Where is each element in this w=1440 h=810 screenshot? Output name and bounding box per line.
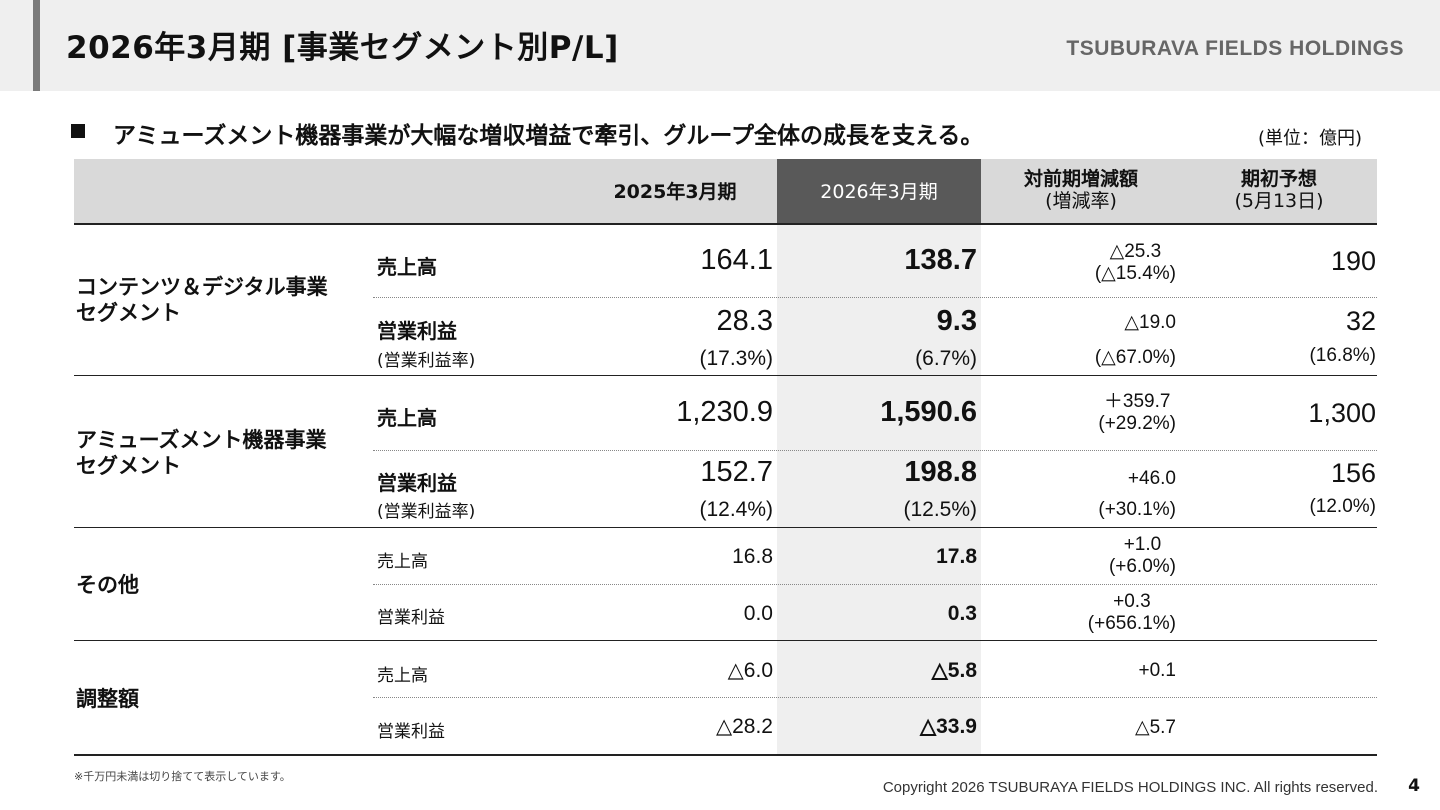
table-rule-dotted	[373, 697, 1377, 698]
cell-prev: 16.8	[732, 545, 773, 568]
table-rule-dotted	[373, 450, 1377, 451]
table-rule-bottom	[74, 754, 1377, 756]
segment-name-contents: コンテンツ＆デジタル事業 セグメント	[76, 274, 328, 326]
table-rule-dotted	[373, 584, 1377, 585]
col-header-prev: 2025年3月期	[613, 181, 737, 203]
table-rule-dotted	[373, 297, 1377, 298]
row-label-sales: 売上高	[377, 255, 437, 279]
cell-prev: 1,230.9	[676, 396, 773, 428]
col-header-diff-title: 対前期増減額	[1023, 168, 1138, 190]
cell-current: 9.3	[936, 305, 977, 337]
current-period-column-highlight	[777, 225, 981, 755]
unit-label: (単位：億円)	[1257, 128, 1362, 149]
col-header-current: 2026年3月期	[820, 181, 938, 203]
cell-diff-value: ＋359.7	[1103, 391, 1171, 412]
segment-name-other: その他	[76, 573, 139, 597]
row-label-sales: 売上高	[377, 552, 428, 572]
segment-name-amusement: アミューズメント機器事業 セグメント	[76, 427, 327, 479]
cell-diff-rate: (+6.0%)	[1108, 556, 1176, 577]
page-number: 4	[1408, 776, 1420, 796]
cell-diff: △19.0	[1124, 312, 1176, 333]
col-header-forecast-title: 期初予想	[1240, 168, 1317, 190]
table-rule-header	[74, 223, 1377, 225]
row-label-operating-profit: 営業利益	[377, 471, 457, 495]
cell-current: 138.7	[904, 244, 977, 276]
cell-prev: 28.3	[716, 305, 773, 337]
table-rule-segment	[74, 640, 1377, 641]
row-label-sales: 売上高	[377, 406, 437, 430]
slide-header: 2026年3月期 [事業セグメント別P/L] TSUBURAVA FIELDS …	[0, 0, 1440, 91]
cell-diff-value: +1.0	[1123, 534, 1162, 555]
cell-current: 198.8	[904, 456, 977, 488]
cell-current: (12.5%)	[903, 498, 977, 521]
cell-forecast: (16.8%)	[1309, 345, 1376, 366]
row-label-margin: (営業利益率)	[377, 502, 476, 522]
cell-diff: △5.7	[1134, 717, 1176, 738]
cell-current: 0.3	[947, 602, 977, 625]
brand-logo-text: TSUBURAVA FIELDS HOLDINGS	[1066, 37, 1404, 60]
cell-diff: +0.1	[1138, 660, 1176, 681]
bullet-square-icon	[71, 124, 85, 138]
cell-prev: (12.4%)	[699, 498, 773, 521]
slide-title: 2026年3月期 [事業セグメント別P/L]	[66, 30, 619, 66]
cell-current: △5.8	[931, 659, 977, 682]
cell-prev: 164.1	[700, 244, 773, 276]
cell-diff: ＋359.7 (+29.2%)	[1098, 391, 1176, 435]
cell-forecast: 156	[1330, 458, 1376, 488]
table-rule-segment	[74, 527, 1377, 528]
table-rule-segment	[74, 375, 1377, 376]
cell-prev: △28.2	[715, 715, 773, 738]
row-label-sales: 売上高	[377, 666, 428, 686]
col-header-diff: 対前期増減額 (増減率)	[981, 168, 1181, 212]
cell-diff-rate: (△15.4%)	[1094, 263, 1176, 284]
col-header-forecast: 期初予想 (5月13日)	[1181, 168, 1377, 212]
cell-diff: (+30.1%)	[1098, 499, 1176, 520]
cell-forecast: 190	[1330, 246, 1376, 276]
copyright: Copyright 2026 TSUBURAYA FIELDS HOLDINGS…	[882, 779, 1378, 796]
cell-current: △33.9	[919, 715, 977, 738]
cell-forecast: 1,300	[1308, 398, 1376, 428]
row-label-margin: (営業利益率)	[377, 351, 476, 371]
cell-diff: +1.0 (+6.0%)	[1109, 534, 1176, 578]
row-label-operating-profit: 営業利益	[377, 722, 445, 742]
segment-name-adjustments: 調整額	[76, 687, 139, 711]
current-period-header-cell	[777, 159, 981, 223]
cell-diff-rate: (+656.1%)	[1087, 613, 1176, 634]
segment-name-line2: セグメント	[76, 301, 181, 325]
row-label-operating-profit: 営業利益	[377, 608, 445, 628]
cell-forecast: (12.0%)	[1309, 496, 1376, 517]
cell-diff: +0.3 (+656.1%)	[1088, 591, 1176, 635]
cell-forecast: 32	[1345, 306, 1376, 336]
segment-name-line2: セグメント	[76, 454, 181, 478]
footnote: ※千万円未満は切り捨てて表示しています。	[74, 770, 291, 783]
cell-prev: 152.7	[700, 456, 773, 488]
cell-diff-value: △25.3	[1109, 241, 1162, 262]
table-header-background	[74, 159, 1377, 223]
cell-current: 1,590.6	[880, 396, 977, 428]
cell-current: 17.8	[936, 545, 977, 568]
cell-diff: +46.0	[1127, 468, 1176, 489]
cell-current: (6.7%)	[915, 347, 977, 370]
cell-diff-rate: (+29.2%)	[1098, 413, 1176, 434]
cell-diff-value: +0.3	[1113, 591, 1151, 612]
col-header-forecast-sub: (5月13日)	[1234, 190, 1324, 212]
cell-prev: 0.0	[743, 602, 773, 625]
cell-prev: (17.3%)	[699, 347, 773, 370]
col-header-diff-sub: (増減率)	[1045, 190, 1117, 212]
lead-message: アミューズメント機器事業が大幅な増収増益で牽引、グループ全体の成長を支える。	[113, 123, 984, 149]
segment-name-line1: コンテンツ＆デジタル事業	[76, 275, 328, 299]
cell-diff: △25.3 (△15.4%)	[1095, 241, 1176, 285]
cell-diff: (△67.0%)	[1094, 347, 1176, 368]
header-accent-bar	[33, 0, 40, 91]
cell-prev: △6.0	[727, 659, 773, 682]
segment-name-line1: アミューズメント機器事業	[76, 428, 327, 452]
row-label-operating-profit: 営業利益	[377, 319, 457, 343]
